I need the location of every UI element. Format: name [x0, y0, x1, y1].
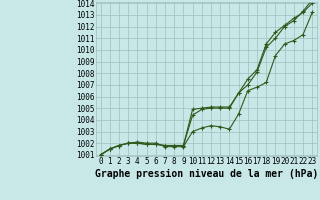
X-axis label: Graphe pression niveau de la mer (hPa): Graphe pression niveau de la mer (hPa)	[95, 169, 318, 179]
